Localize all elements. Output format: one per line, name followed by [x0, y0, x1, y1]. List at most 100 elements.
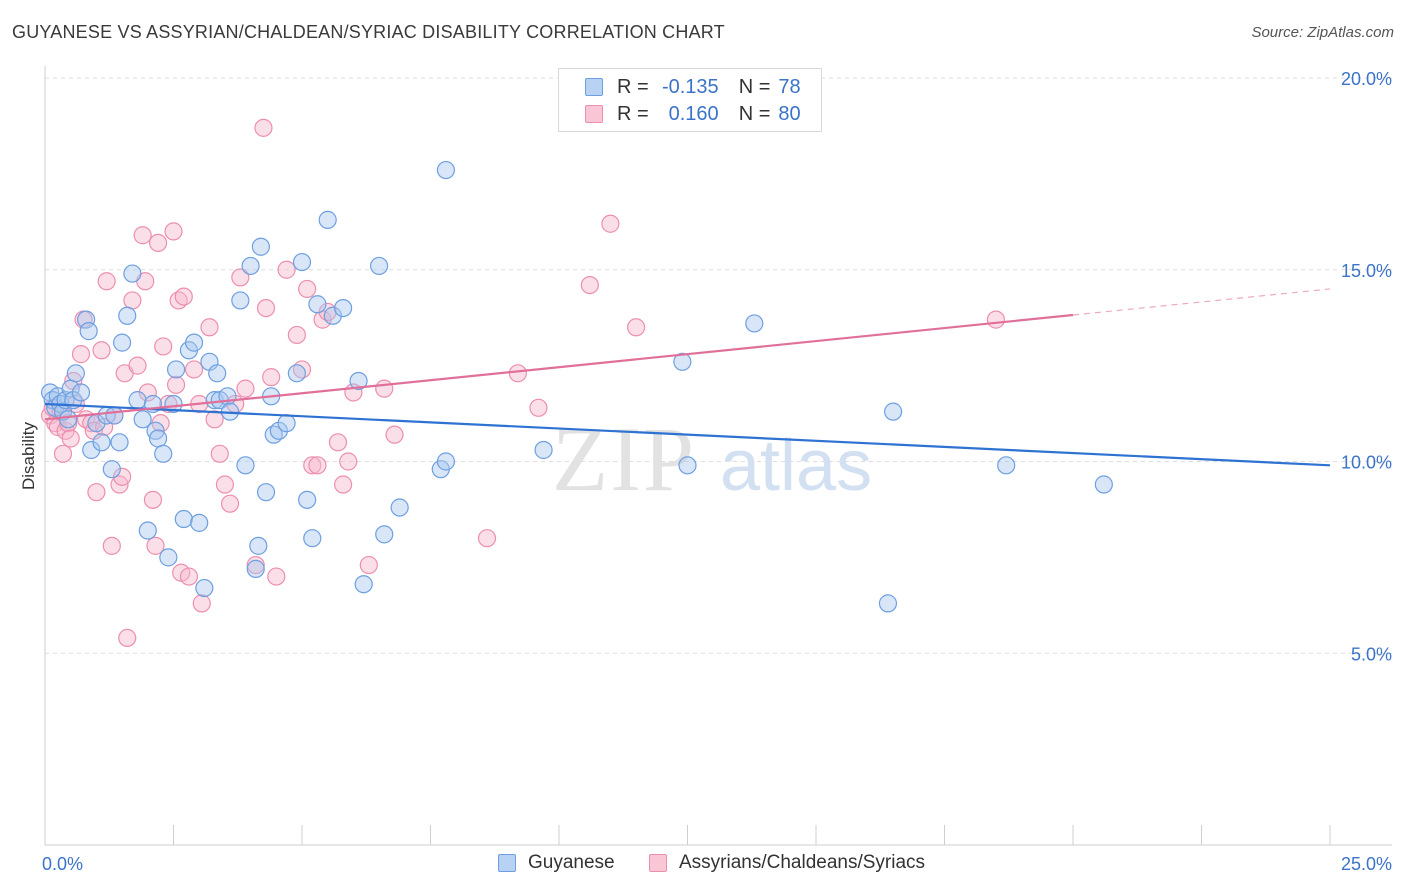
- guyanese-point: [878, 594, 898, 613]
- x-tick-label-min: 0.0%: [42, 854, 83, 874]
- legend-item-assyrians: Assyrians/Chaldeans/Syriacs: [649, 852, 925, 874]
- y-tick-label: 5.0%: [1351, 644, 1392, 664]
- legend-n-value: 78: [778, 75, 801, 98]
- assyrians-point: [254, 118, 273, 137]
- assyrians-point: [174, 287, 193, 306]
- assyrians-point: [133, 226, 152, 245]
- tick-labels: 5.0% 10.0% 15.0% 20.0% 0.0% 25.0%: [42, 69, 1392, 874]
- guyanese-point: [118, 306, 137, 325]
- legend-n-label: N =: [738, 75, 771, 98]
- stats-legend: R = -0.135 N = 78 R = 0.160 N = 80: [558, 68, 822, 132]
- watermark-zip: ZIP: [552, 408, 696, 510]
- guyanese-point: [236, 456, 255, 475]
- assyrians-point: [303, 456, 322, 475]
- assyrians-point: [97, 272, 116, 291]
- assyrians-point: [128, 356, 147, 375]
- chart-title: GUYANESE VS ASSYRIAN/CHALDEAN/SYRIAC DIS…: [12, 22, 725, 42]
- assyrians-point: [308, 456, 327, 475]
- assyrians-point: [179, 567, 199, 586]
- assyrians-point: [246, 555, 265, 575]
- assyrians-point: [359, 555, 378, 575]
- y-tick-label: 20.0%: [1341, 69, 1392, 89]
- assyrians-point: [626, 318, 646, 337]
- legend-swatch-pink: [649, 854, 667, 872]
- legend-n-label: N =: [738, 102, 771, 125]
- x-tick-label-max: 25.0%: [1341, 854, 1392, 874]
- assyrians-point: [508, 364, 527, 383]
- legend-r-label: R =: [617, 102, 649, 125]
- source-credit: Source: ZipAtlas.com: [1251, 24, 1394, 41]
- guyanese-point: [745, 314, 764, 333]
- assyrians-point: [220, 494, 240, 513]
- assyrians-point: [184, 360, 204, 379]
- guyanese-point: [370, 256, 389, 276]
- guyanese-point: [59, 410, 78, 429]
- guyanese-point: [241, 256, 260, 276]
- guyanese-point: [71, 383, 91, 402]
- assyrians-point: [375, 379, 394, 398]
- assyrians-point: [529, 398, 548, 417]
- trend-line-guyanese: [44, 402, 1331, 467]
- guyanese-point: [174, 509, 193, 529]
- legend-swatch-blue: [498, 854, 516, 872]
- y-axis-label: Disability: [19, 421, 38, 490]
- guyanese-point: [303, 529, 322, 548]
- guyanese-point: [997, 456, 1016, 475]
- assyrians-point: [123, 291, 142, 310]
- series-assyrians-points: [41, 118, 1006, 648]
- legend-label-guyanese: Guyanese: [528, 852, 615, 873]
- guyanese-point: [164, 394, 183, 414]
- assyrians-point: [385, 425, 404, 444]
- assyrians-point: [59, 414, 78, 433]
- legend-item-guyanese: Guyanese: [498, 852, 615, 874]
- guyanese-point: [249, 536, 268, 555]
- guyanese-point: [318, 210, 337, 229]
- guyanese-point: [128, 391, 147, 410]
- assyrians-point: [71, 345, 91, 364]
- guyanese-point: [159, 548, 178, 567]
- assyrians-point: [154, 337, 173, 356]
- guyanese-point: [133, 410, 152, 429]
- assyrians-point: [277, 260, 296, 279]
- guyanese-point: [246, 559, 265, 578]
- assyrians-point: [148, 233, 168, 253]
- assyrians-point: [601, 214, 620, 233]
- guyanese-point: [1094, 475, 1113, 494]
- guyanese-point: [79, 322, 98, 341]
- guyanese-point: [534, 440, 553, 460]
- assyrians-point: [986, 310, 1006, 329]
- guyanese-point: [354, 575, 373, 594]
- legend-r-value: -0.135: [661, 75, 719, 98]
- guyanese-point: [277, 414, 296, 433]
- assyrians-point: [192, 594, 211, 613]
- guyanese-point: [184, 333, 204, 352]
- assyrians-point: [334, 475, 353, 494]
- assyrians-point: [215, 475, 234, 494]
- assyrians-point: [477, 529, 497, 548]
- legend-label-assyrians: Assyrians/Chaldeans/Syriacs: [679, 852, 926, 873]
- guyanese-point: [292, 252, 312, 272]
- trend-line-extension: [1072, 288, 1331, 316]
- guyanese-point: [436, 160, 456, 180]
- guyanese-point: [82, 440, 101, 460]
- assyrians-point: [87, 483, 106, 502]
- assyrians-point: [287, 325, 306, 345]
- assyrians-point: [210, 444, 229, 463]
- assyrians-point: [339, 452, 358, 471]
- legend-n-value: 80: [778, 102, 801, 125]
- guyanese-point: [231, 291, 250, 310]
- assyrians-point: [205, 410, 224, 429]
- guyanese-point: [112, 333, 132, 352]
- assyrians-point: [262, 368, 281, 387]
- legend-swatch-blue: [585, 78, 603, 96]
- guyanese-point: [138, 521, 157, 540]
- guyanese-point: [678, 456, 697, 475]
- assyrians-point: [256, 299, 276, 318]
- guyanese-point: [105, 406, 124, 425]
- y-tick-label: 15.0%: [1341, 261, 1392, 281]
- guyanese-point: [323, 306, 342, 325]
- assyrians-point: [164, 222, 183, 241]
- series-legend: Guyanese Assyrians/Chaldeans/Syriacs: [0, 852, 1406, 878]
- assyrians-point: [231, 268, 250, 287]
